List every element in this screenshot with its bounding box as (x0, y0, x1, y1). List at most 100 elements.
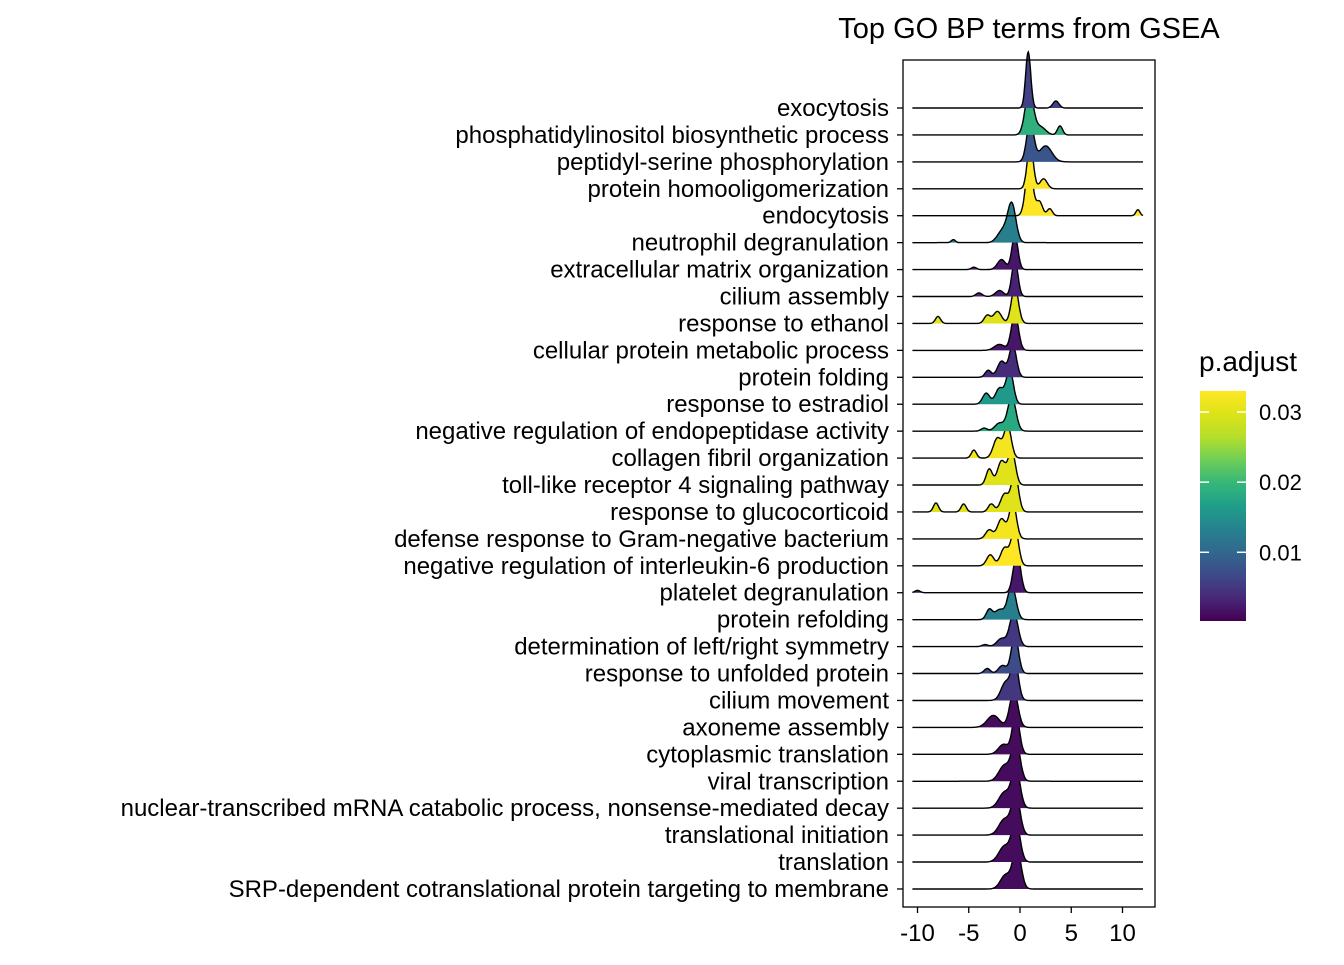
ridge-line (912, 368, 1143, 405)
ridge-fill (912, 585, 1143, 620)
ridge-fill (912, 52, 1143, 108)
ridge-fill (912, 635, 1143, 674)
ridge-line (912, 286, 1143, 325)
ridge-line (912, 424, 1143, 459)
y-tick-label: response to glucocorticoid (610, 499, 889, 526)
y-tick-label: platelet degranulation (659, 580, 889, 607)
y-tick-label: response to unfolded protein (585, 661, 889, 688)
colorbar (1200, 391, 1246, 621)
ridge-fill (912, 612, 1143, 647)
ridge-fill (912, 738, 1143, 782)
y-tick-label: SRP-dependent cotranslational protein ta… (229, 876, 889, 903)
y-tick-label: axoneme assembly (682, 714, 889, 741)
ridge-fill (912, 765, 1143, 809)
ridge-line (912, 818, 1143, 863)
panel-border (902, 59, 1156, 908)
y-tick-label: toll-like receptor 4 signaling pathway (502, 472, 889, 499)
x-tick-label: 0 (1013, 920, 1026, 947)
ridge-fill (912, 397, 1143, 432)
ridge-line (912, 611, 1143, 648)
ridge-fill (912, 235, 1143, 270)
chart-title: Top GO BP terms from GSEA (838, 13, 1220, 45)
ridge-fill (912, 713, 1143, 755)
ridge-fill (912, 819, 1143, 863)
ridge-fill (912, 792, 1143, 836)
ridge-fill (912, 527, 1143, 566)
x-tick-label: 5 (1065, 920, 1078, 947)
x-tick-label: 10 (1109, 920, 1136, 947)
ridge-fill (912, 659, 1143, 701)
ridge-fill (912, 90, 1143, 135)
ridge-line (912, 472, 1143, 513)
ridges (912, 50, 1144, 890)
ridge-line (912, 791, 1143, 836)
colorbar-tick-label: 0.02 (1259, 470, 1302, 495)
y-tick-label: endocytosis (762, 203, 889, 230)
ridge-line (912, 634, 1143, 675)
colorbar-tick-label: 0.03 (1259, 400, 1302, 425)
y-tick-label: collagen fibril organization (612, 445, 890, 472)
y-tick-label: exocytosis (777, 95, 889, 122)
ridge-line (912, 396, 1143, 432)
ridge-fill (912, 847, 1143, 889)
x-axis: -10 -5 0 5 10 (900, 907, 1136, 947)
ridge-line (912, 449, 1143, 486)
ridge-line (912, 201, 1143, 244)
ridge-fill (912, 121, 1143, 162)
y-tick-label: protein folding (738, 364, 889, 391)
y-tick-label: protein homooligomerization (588, 176, 890, 203)
y-tick-label: negative regulation of interleukin-6 pro… (403, 553, 889, 580)
ridge-fill (912, 163, 1143, 216)
colorbar-legend: p.adjust 0.01 0.02 0.03 (1199, 346, 1302, 621)
ridge-fill (912, 473, 1143, 512)
ridge-fill (912, 502, 1143, 539)
y-tick-label: phosphatidylinositol biosynthetic proces… (455, 122, 889, 149)
ridge-fill (912, 552, 1143, 593)
x-tick-label: -5 (958, 920, 979, 947)
ridge-line (912, 501, 1143, 540)
y-tick-label: protein refolding (717, 607, 889, 634)
y-tick-label: defense response to Gram-negative bacter… (394, 526, 889, 553)
ridge-fill (912, 314, 1143, 351)
ridge-line (912, 234, 1143, 271)
y-tick-label: cytoplasmic translation (646, 741, 889, 768)
ridge-line (912, 690, 1143, 729)
y-tick-label: response to ethanol (678, 310, 889, 337)
ridge-line (912, 584, 1143, 621)
y-tick-label: cilium movement (709, 687, 889, 714)
y-tick-label: cellular protein metabolic process (533, 337, 889, 364)
ridge-line (912, 50, 1143, 109)
y-tick-label: peptidyl-serine phosphorylation (557, 149, 889, 176)
ridge-line (912, 259, 1143, 298)
ridge-line (912, 313, 1143, 352)
y-tick-label: neutrophil degranulation (631, 230, 889, 257)
ridge-line (912, 526, 1143, 567)
y-tick-label: determination of left/right symmetry (514, 634, 889, 661)
ridge-fill (912, 425, 1143, 459)
ridge-line (912, 765, 1143, 809)
ridge-line (912, 713, 1143, 755)
y-tick-label: translational initiation (665, 822, 889, 849)
y-tick-label: translation (778, 849, 889, 876)
y-tick-label: negative regulation of endopeptidase act… (415, 418, 889, 445)
ridge-fill (912, 691, 1143, 728)
y-tick-label: extracellular matrix organization (550, 257, 889, 284)
ridge-fill (912, 369, 1143, 405)
y-tick-label: response to estradiol (666, 391, 889, 418)
ridge-line (912, 551, 1143, 594)
ridge-line (912, 738, 1143, 782)
y-tick-label: cilium assembly (720, 284, 889, 311)
ridge-fill (912, 449, 1143, 486)
colorbar-tick-label: 0.01 (1259, 540, 1302, 565)
ridge-line (912, 846, 1143, 890)
x-tick-label: -10 (900, 920, 935, 947)
ridge-fill (912, 260, 1143, 297)
y-tick-label: viral transcription (708, 768, 889, 795)
y-tick-label: nuclear-transcribed mRNA catabolic proce… (121, 795, 889, 822)
legend-title: p.adjust (1199, 346, 1297, 377)
ridge-fill (912, 144, 1143, 189)
ridge-line (912, 658, 1143, 702)
ridge-line (912, 344, 1143, 378)
